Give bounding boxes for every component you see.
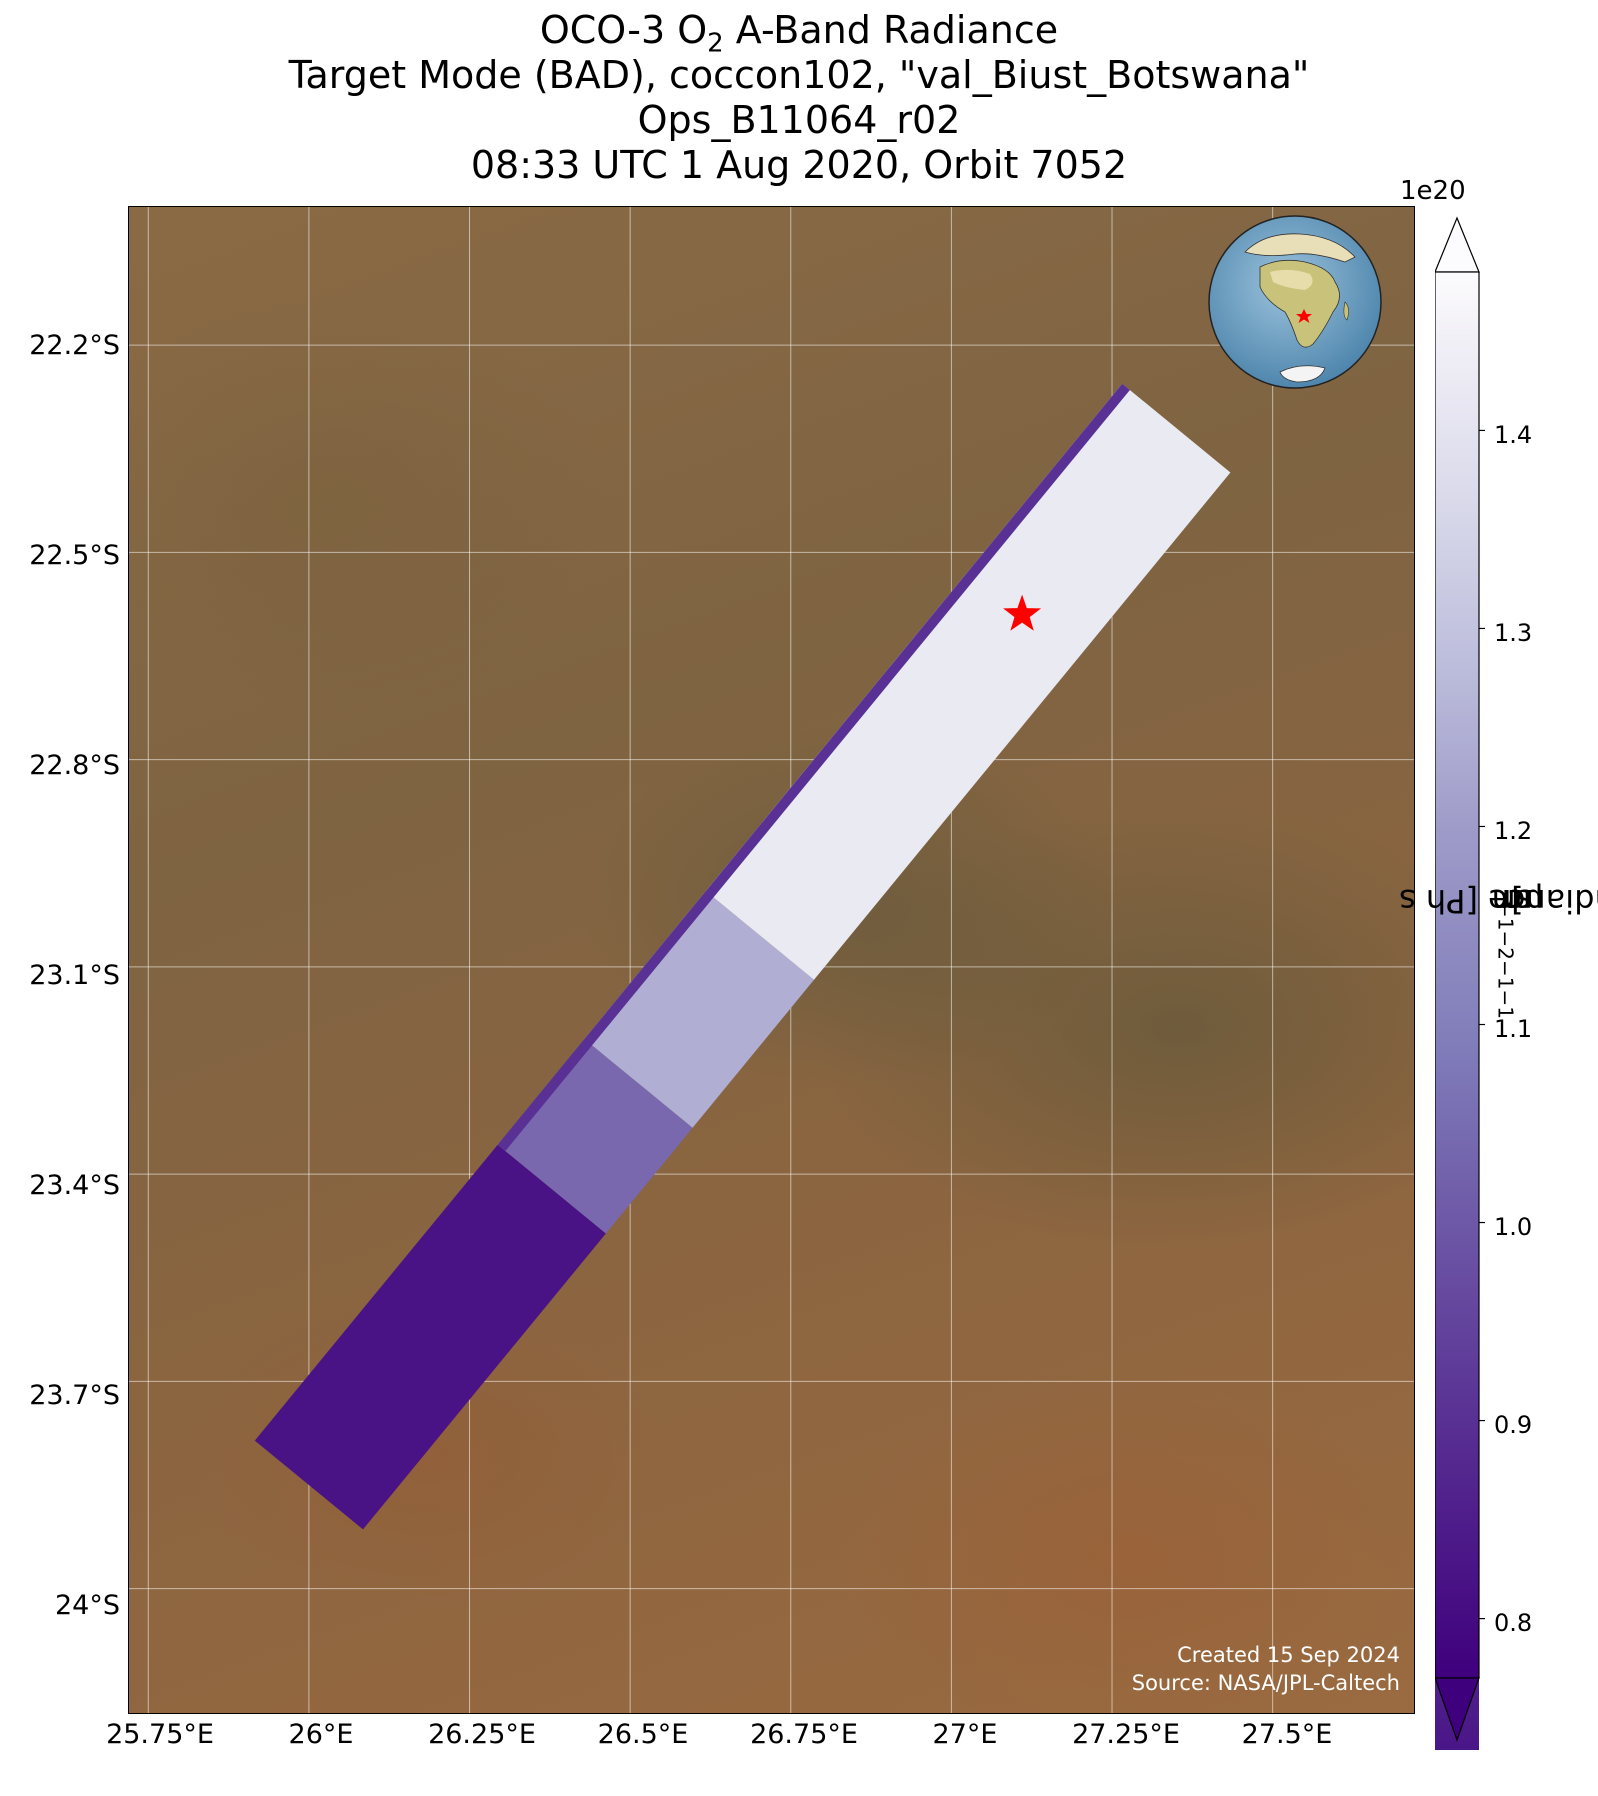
colorbar-extend-min (1435, 1677, 1480, 1742)
colorbar-tick-label: 1.0 (1494, 1213, 1533, 1241)
lon-tick-label: 25.75°E (106, 1719, 214, 1750)
lat-tick-label: 24°S (55, 1590, 120, 1621)
lat-tick-label: 22.8°S (29, 750, 120, 781)
lon-tick-label: 27.5°E (1241, 1719, 1333, 1750)
globe-inset (1208, 215, 1382, 389)
lon-tick-label: 26.25°E (428, 1719, 536, 1750)
lat-tick-label: 23.4°S (29, 1170, 120, 1201)
map-canvas (129, 207, 1414, 1713)
colorbar-extend-max (1435, 216, 1480, 273)
swath-segment (705, 383, 1231, 980)
lat-tick-label: 22.5°S (29, 540, 120, 571)
colorbar-tick-label: 0.8 (1494, 1609, 1533, 1637)
lat-tick-label: 23.1°S (29, 960, 120, 991)
colorbar (1435, 216, 1485, 1750)
lon-tick-label: 26.75°E (750, 1719, 858, 1750)
colorbar-exponent: 1e20 (1400, 176, 1466, 206)
swath-segment (584, 891, 814, 1128)
colorbar-tick-label: 1.3 (1494, 619, 1533, 647)
swath-segment (254, 1144, 606, 1530)
title-line-2: Target Mode (BAD), coccon102, "val_Biust… (288, 53, 1310, 97)
colorbar-tick-label: 1.1 (1494, 1015, 1533, 1043)
globe-star-icon (1296, 309, 1312, 323)
lon-tick-label: 26°E (288, 1719, 354, 1750)
title-line-4: 08:33 UTC 1 Aug 2020, Orbit 7052 (470, 143, 1128, 187)
lat-tick-label: 22.2°S (29, 330, 120, 361)
credit-created: Created 15 Sep 2024 (1177, 1643, 1400, 1667)
colorbar-tick-label: 0.9 (1494, 1411, 1533, 1439)
colorbar-tick-label: 1.4 (1494, 421, 1533, 449)
lat-tick-label: 23.7°S (29, 1380, 120, 1411)
target-marker (1003, 594, 1042, 631)
lon-tick-label: 27.25°E (1072, 1719, 1180, 1750)
lon-tick-label: 26.5°E (597, 1719, 689, 1750)
swath-edge (497, 383, 1130, 1151)
lon-tick-label: 27°E (932, 1719, 998, 1750)
title-line-1: OCO-3 O2 A-Band Radiance (539, 8, 1059, 59)
colorbar-tick-label: 1.2 (1494, 817, 1533, 845)
radiance-swath (254, 383, 1231, 1530)
target-star-icon (1003, 594, 1042, 631)
map-panel[interactable]: Created 15 Sep 2024 Source: NASA/JPL-Cal… (128, 206, 1415, 1714)
title-line-3: Ops_B11064_r02 (637, 98, 961, 142)
credit-source: Source: NASA/JPL-Caltech (1131, 1671, 1400, 1695)
